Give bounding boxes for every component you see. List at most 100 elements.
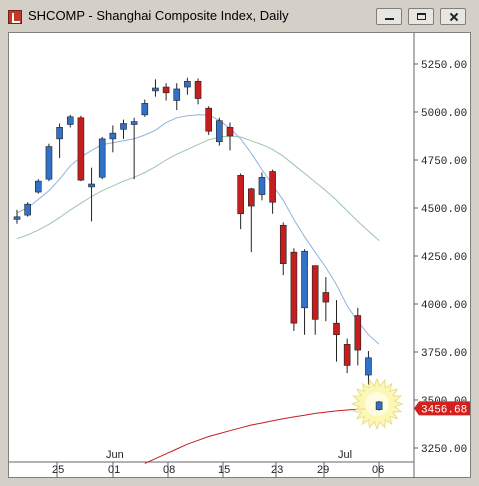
x-tick-label: 25 [52,464,64,476]
minimize-icon [377,9,401,24]
y-tick-label: 5000.00 [421,108,467,120]
last-bar-highlight [350,377,404,431]
candle [162,83,170,101]
maximize-button[interactable] [408,8,434,25]
candle [34,179,42,194]
candle [258,172,266,201]
candle-body [279,224,287,264]
close-button[interactable] [440,8,466,25]
candle [290,248,298,331]
candle [24,202,31,217]
x-tick-label: Jun [106,449,124,461]
candle-body [375,401,383,410]
minimize-button[interactable] [376,8,402,25]
candle-body [162,86,170,94]
ma-fast-line [16,114,380,345]
candle-body [34,180,42,193]
candle-body [226,127,234,137]
candle [354,307,362,366]
candle [66,114,74,128]
y-tick-label: 3250.00 [421,444,467,456]
candle [173,83,181,111]
candle-body [311,265,319,320]
candle [343,338,351,374]
candle [109,125,117,153]
candle-body [354,315,362,351]
last-price-tag: 3456.68 [414,401,470,416]
candle-body [322,292,330,303]
candle-body [120,123,127,130]
candle-body [248,188,255,207]
candle [45,143,53,182]
candle [365,351,372,385]
y-tick-label: 4750.00 [421,156,467,168]
candle-body [173,88,181,101]
candle [322,277,330,322]
candle [88,167,95,222]
candle [56,123,63,159]
x-tick-label: 29 [317,464,329,476]
maximize-icon [409,9,433,24]
candle-body [290,251,298,324]
candle [141,99,149,117]
candle-body [194,80,202,99]
candle [77,115,85,182]
candle [152,79,159,97]
candle-body [66,116,74,125]
title-bar[interactable]: SHCOMP - Shanghai Composite Index, Daily [0,0,479,32]
candle [205,106,212,136]
candle-body [77,117,85,181]
candle-body [205,107,212,132]
candle [333,300,340,362]
ma-slow-line [16,135,380,241]
last-price-label: 3456.68 [421,404,467,416]
y-tick-label: 4500.00 [421,204,467,216]
candle-body [269,171,276,203]
candle [279,222,287,276]
window-title: SHCOMP - Shanghai Composite Index, Daily [28,8,289,23]
candle-body [109,132,117,140]
y-tick-label: 5250.00 [421,60,467,72]
candle-body [88,183,95,188]
candle [269,169,276,214]
candle-body [56,127,63,140]
y-tick-label: 3750.00 [421,348,467,360]
candle-body [216,120,223,143]
candle [237,173,244,230]
candle-body [365,357,372,376]
ma-long-line [144,407,380,464]
x-tick-label: 23 [271,464,283,476]
candle-body [237,175,244,215]
candle-body [343,344,351,366]
y-axis: 5250.00 5000.00 4750.00 4500.00 4250.00 4000.… [414,60,467,456]
x-tick-label: 06 [372,464,384,476]
chart-app-icon [8,10,22,24]
candle [216,117,223,146]
x-axis: 25 Jun 01 08 15 23 29 Jul 06 [9,449,414,478]
candle [184,77,191,95]
candle [130,117,138,180]
last-price-tag-shape [414,401,470,416]
candle-body [184,80,191,88]
candle [194,78,202,105]
candle-body [301,250,308,309]
candle-body [98,138,106,178]
candle-body [13,216,21,220]
candle-body [152,87,159,92]
candle-body [141,103,149,116]
x-tick-label: Jul [338,449,352,461]
candle [98,136,106,180]
candle [301,249,308,335]
candle [13,209,21,224]
y-tick-label: 4250.00 [421,252,467,264]
candle [120,119,127,139]
x-tick-label: 08 [163,464,175,476]
candles [13,77,383,411]
candle-body [333,322,340,336]
candle-body [130,121,138,125]
candle-body [24,203,31,216]
x-tick-label: 01 [108,464,120,476]
candle [311,265,319,335]
candle-body [45,146,53,180]
